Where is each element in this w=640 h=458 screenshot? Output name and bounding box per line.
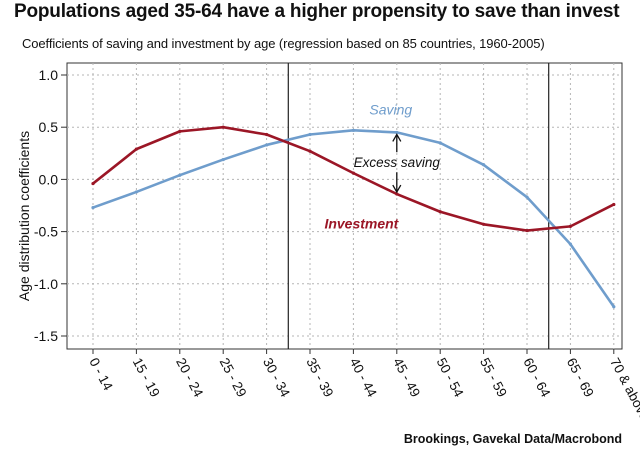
saving-point [438, 141, 442, 145]
investment-point [438, 210, 442, 214]
y-tick-label: -1.0 [34, 276, 58, 292]
x-tick-label: 30 - 34 [260, 355, 293, 400]
x-tick-label: 45 - 49 [390, 355, 423, 399]
x-tick-label: 70 & above [607, 355, 640, 422]
saving-point [568, 242, 573, 246]
saving-point [612, 305, 616, 309]
investment-point [91, 181, 95, 186]
x-tick-label: 60 - 64 [520, 355, 553, 400]
saving-point [482, 163, 486, 167]
y-tick-label: -1.5 [34, 328, 58, 344]
x-tick-label: 20 - 24 [173, 355, 206, 400]
x-tick-label: 15 - 19 [130, 355, 163, 399]
saving-point [395, 130, 399, 135]
source-note: Brookings, Gavekal Data/Macrobond [403, 432, 622, 446]
y-tick-label: 0.5 [39, 119, 59, 135]
excess-saving-arrowhead-down [392, 184, 402, 194]
investment-point [482, 222, 486, 226]
y-tick-label: 1.0 [39, 67, 59, 83]
y-tick-label: -0.5 [34, 224, 58, 240]
investment-point [395, 192, 399, 196]
x-tick-label: 35 - 39 [303, 355, 336, 399]
saving-point [134, 190, 138, 194]
investment-point [265, 132, 269, 137]
x-tick-label: 65 - 69 [564, 355, 597, 399]
investment-point [308, 149, 312, 153]
investment-point [612, 202, 616, 207]
saving-point [221, 157, 225, 162]
investment-point [221, 125, 225, 129]
plot-frame [66, 62, 623, 350]
investment-point [134, 147, 138, 151]
y-axis-title: Age distribution coefficients [16, 131, 32, 301]
x-tick-label: 0 - 14 [86, 355, 116, 393]
investment-point [351, 171, 355, 175]
x-tick-label: 25 - 29 [217, 355, 250, 399]
investment-point [525, 228, 529, 233]
saving-point [308, 132, 312, 137]
saving-series-label: Saving [369, 102, 412, 118]
investment-point [568, 224, 573, 228]
x-tick-label: 40 - 44 [347, 355, 380, 400]
saving-point [91, 205, 95, 210]
excess-saving-annotation: Excess saving [354, 155, 441, 170]
investment-point [178, 129, 182, 133]
investment-series-label: Investment [324, 215, 399, 231]
saving-point [265, 143, 269, 147]
chart-title: Populations aged 35-64 have a higher pro… [14, 1, 620, 22]
x-tick-label: 50 - 54 [434, 355, 467, 400]
excess-saving-arrowhead-up [392, 133, 402, 142]
x-tick-label: 55 - 59 [477, 355, 510, 399]
saving-point [525, 195, 529, 199]
chart-subtitle: Coefficients of saving and investment by… [22, 36, 545, 51]
saving-point [178, 173, 182, 177]
saving-point [351, 128, 355, 132]
y-tick-label: 0.0 [39, 171, 59, 187]
